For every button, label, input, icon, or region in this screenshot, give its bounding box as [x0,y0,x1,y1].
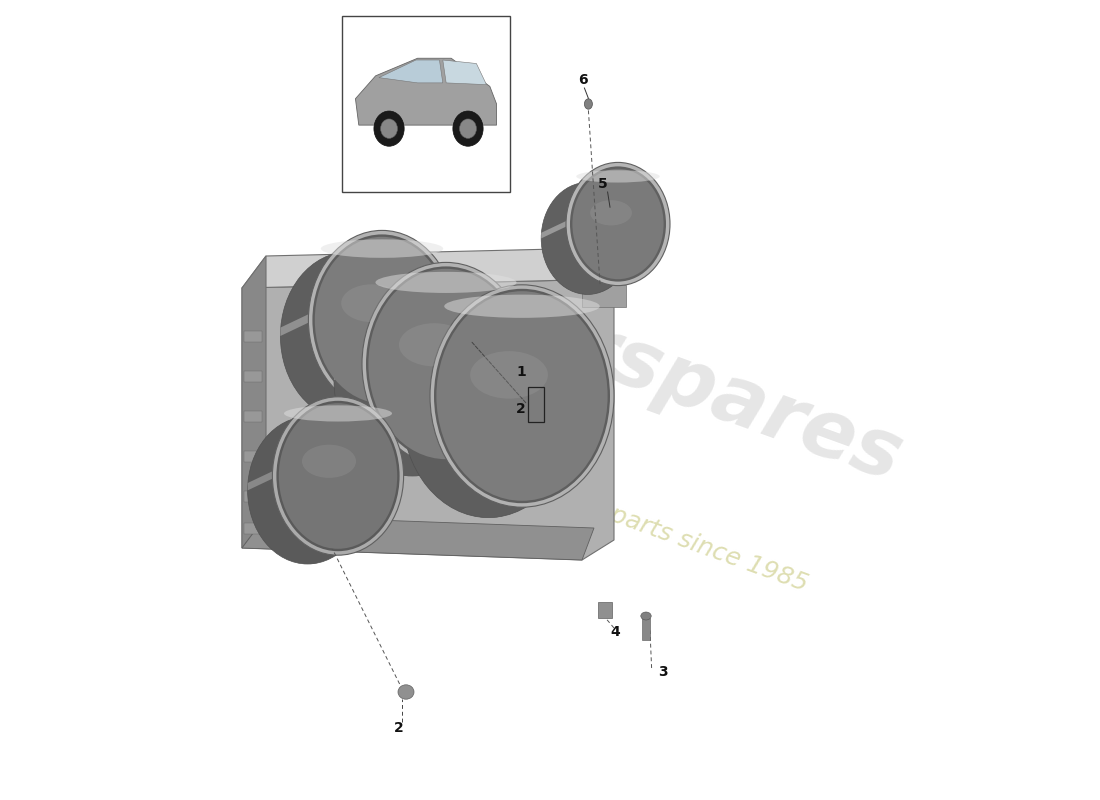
Text: 5: 5 [598,177,607,191]
Ellipse shape [460,119,476,138]
Ellipse shape [566,162,670,286]
Text: 2: 2 [394,721,404,735]
Polygon shape [248,469,278,490]
Ellipse shape [641,612,651,620]
Polygon shape [379,60,443,83]
Polygon shape [280,312,314,336]
Ellipse shape [280,252,417,420]
Bar [244,523,262,534]
Bar [244,331,262,342]
Bar [642,618,650,640]
Ellipse shape [584,98,593,110]
Bar [244,371,262,382]
Bar [342,16,510,192]
Polygon shape [583,280,623,294]
Text: 3: 3 [658,665,668,679]
Text: 4: 4 [610,625,619,639]
Bar [244,411,262,422]
Ellipse shape [362,262,530,466]
Polygon shape [443,60,486,85]
Ellipse shape [430,285,614,507]
Polygon shape [342,236,388,252]
Ellipse shape [308,230,455,410]
Ellipse shape [470,351,548,398]
Polygon shape [402,386,436,412]
Ellipse shape [273,397,404,555]
Bar [582,285,626,307]
Polygon shape [242,248,630,296]
Bar [244,451,262,462]
Polygon shape [242,516,594,560]
Ellipse shape [399,323,470,366]
Text: eurspares: eurspares [460,270,913,498]
Polygon shape [583,168,623,182]
Text: 2: 2 [516,402,526,416]
Polygon shape [242,280,614,560]
Polygon shape [301,550,344,564]
Polygon shape [301,402,344,417]
Ellipse shape [375,272,517,293]
Ellipse shape [366,266,526,462]
Polygon shape [242,256,266,548]
Ellipse shape [437,291,607,501]
Polygon shape [480,290,530,306]
Ellipse shape [334,284,491,476]
Polygon shape [334,354,367,380]
Polygon shape [480,502,530,518]
Ellipse shape [576,170,660,182]
Ellipse shape [374,111,404,146]
Polygon shape [541,218,572,238]
Ellipse shape [315,237,449,403]
Ellipse shape [381,119,397,138]
Ellipse shape [276,401,399,551]
Ellipse shape [398,685,414,699]
Ellipse shape [248,417,367,564]
Ellipse shape [284,406,392,422]
Polygon shape [598,602,613,618]
Polygon shape [355,58,496,125]
Ellipse shape [278,403,397,549]
Text: 6: 6 [578,73,587,87]
Ellipse shape [434,289,610,503]
Polygon shape [405,460,454,476]
Ellipse shape [572,169,663,279]
Ellipse shape [591,200,631,226]
Text: 1: 1 [516,365,526,379]
Ellipse shape [541,182,634,294]
Ellipse shape [368,269,524,459]
Ellipse shape [444,294,600,318]
Ellipse shape [341,284,403,322]
Polygon shape [405,268,454,284]
Bar [244,491,262,502]
Bar [528,387,543,422]
Text: a passion for parts since 1985: a passion for parts since 1985 [449,444,812,596]
Ellipse shape [321,239,443,258]
Ellipse shape [302,445,356,478]
Polygon shape [342,404,388,420]
Ellipse shape [312,234,452,406]
Ellipse shape [570,166,666,282]
Ellipse shape [453,111,483,146]
Ellipse shape [402,306,575,518]
